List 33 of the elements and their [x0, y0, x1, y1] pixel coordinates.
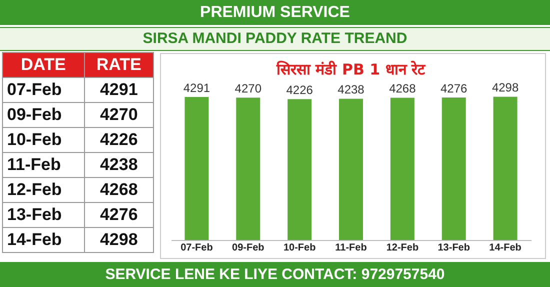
x-tick-label: 09-Feb	[232, 242, 264, 254]
data-label: 4238	[338, 82, 365, 97]
chart-title: सिरसा मंडी PB 1 धान रेट	[276, 60, 426, 79]
category-label: 12-Feb	[2, 178, 84, 202]
x-tick-label: 12-Feb	[386, 242, 419, 254]
data-label: 4226	[286, 83, 314, 98]
text: RATE	[84, 52, 154, 78]
data-label: 4270	[234, 82, 262, 96]
data-label: 4291	[183, 80, 210, 95]
data-label: 4276	[440, 81, 468, 96]
chart-subtitle: SIRSA MANDI PADDY RATE TREAND	[0, 27, 550, 51]
data-label: 4268	[84, 178, 154, 202]
data-label: 4298	[492, 80, 519, 95]
text: PREMIUM SERVICE	[0, 0, 550, 25]
category-label: 13-Feb	[2, 202, 84, 228]
x-tick-label: 11-Feb	[335, 242, 367, 254]
category-label: 07-Feb	[2, 78, 84, 102]
data-label: 4238	[84, 152, 154, 178]
category-label: 11-Feb	[2, 152, 84, 178]
x-tick-label: 13-Feb	[438, 242, 470, 254]
category-label: 09-Feb	[2, 102, 84, 128]
text: DATE	[2, 52, 84, 78]
data-label: 4268	[389, 82, 416, 96]
data-label: 4226	[84, 128, 154, 152]
data-label: 4298	[84, 228, 154, 252]
x-tick-label: 14-Feb	[489, 242, 522, 254]
x-tick-label: 07-Feb	[180, 242, 213, 254]
category-label: 10-Feb	[2, 128, 84, 152]
data-label: 4291	[84, 78, 154, 102]
text: SERVICE LENE KE LIYE CONTACT: 9729757540	[0, 262, 550, 287]
x-tick-label: 10-Feb	[283, 242, 316, 254]
data-label: 4276	[84, 202, 154, 228]
data-label: 4270	[84, 102, 154, 128]
